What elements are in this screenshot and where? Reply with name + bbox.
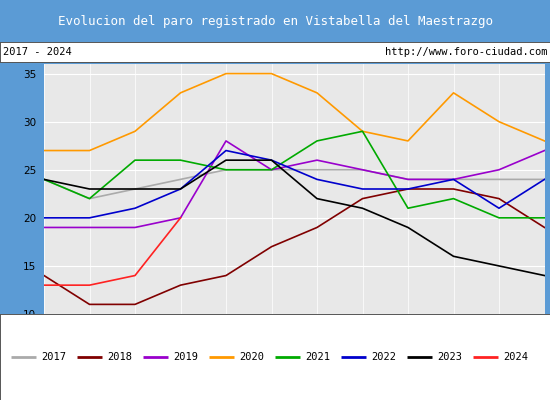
Text: http://www.foro-ciudad.com: http://www.foro-ciudad.com	[385, 47, 547, 57]
Text: 2021: 2021	[305, 352, 330, 362]
Text: 2022: 2022	[371, 352, 396, 362]
Text: 2018: 2018	[107, 352, 132, 362]
Text: Evolucion del paro registrado en Vistabella del Maestrazgo: Evolucion del paro registrado en Vistabe…	[58, 14, 492, 28]
Text: 2017: 2017	[41, 352, 66, 362]
Text: 2017 - 2024: 2017 - 2024	[3, 47, 72, 57]
Text: 2019: 2019	[173, 352, 198, 362]
Text: 2023: 2023	[437, 352, 462, 362]
Text: 2024: 2024	[503, 352, 528, 362]
Text: 2020: 2020	[239, 352, 264, 362]
